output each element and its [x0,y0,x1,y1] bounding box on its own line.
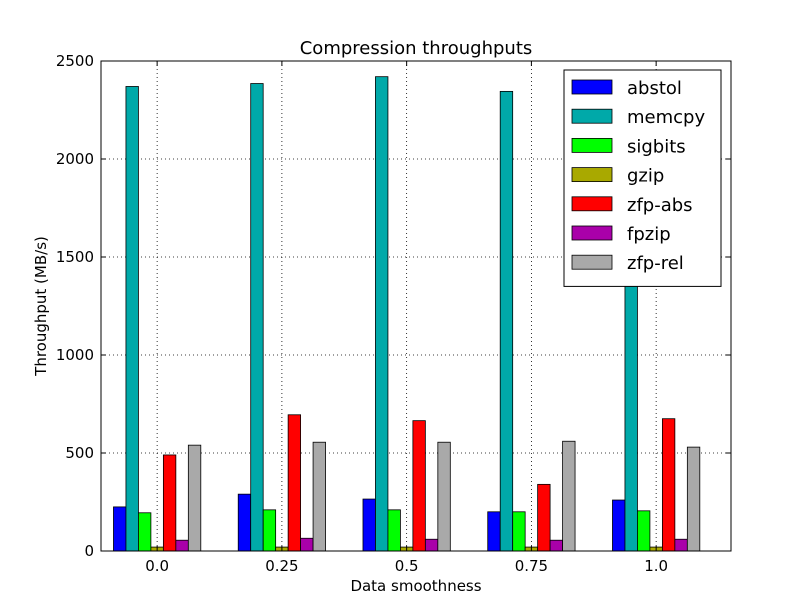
bar-memcpy-0.25 [250,83,264,552]
bar-zfp-rel-0.25 [312,441,326,552]
bar-sigbits-0.75 [512,511,526,552]
bar-zfp-rel-0.5 [437,441,451,552]
bar-abstol-0.5 [362,498,376,552]
x-tick-label: 0.25 [265,557,298,575]
bar-zfp-rel-0.0 [187,444,202,552]
bar-fpzip-1.0 [674,538,688,552]
bar-zfp-abs-0.25 [287,414,302,552]
chart-title: Compression throughputs [300,38,533,59]
bar-memcpy-0.5 [375,76,389,552]
legend-swatch-fpzip [571,225,613,241]
y-tick-label: 1000 [56,346,94,364]
legend-swatch-sigbits [571,137,613,153]
bar-zfp-rel-1.0 [686,446,701,552]
x-axis-label: Data smoothness [350,577,481,595]
x-tick-label: 0.5 [395,557,419,575]
legend-label-sigbits: sigbits [627,136,686,157]
bar-memcpy-0.75 [499,90,514,552]
legend-swatch-gzip [571,167,613,183]
legend-swatch-abstol [571,79,613,95]
legend: abstol memcpy sigbits gzip zfp-abs fpzip zfp-r… [563,69,722,287]
legend-label-abstol: abstol [627,78,682,99]
bar-zfp-rel-0.75 [562,440,576,552]
bar-zfp-abs-0.75 [537,483,551,552]
bar-fpzip-0.0 [175,539,189,552]
y-tick-label: 500 [65,444,94,462]
legend-label-fpzip: fpzip [627,224,671,245]
bar-fpzip-0.75 [549,539,563,552]
y-tick-label: 2000 [56,150,94,168]
bar-sigbits-1.0 [637,510,651,552]
bar-fpzip-0.5 [424,538,439,552]
legend-swatch-zfp-rel [571,254,613,270]
plot-area-frame [100,60,732,552]
bar-zfp-abs-0.0 [162,454,177,552]
bar-zfp-abs-1.0 [661,418,676,552]
y-tick-label: 1500 [56,248,94,266]
y-axis-label: Throughput (MB/s) [32,236,50,377]
legend-swatch-zfp-abs [571,196,613,212]
legend-label-zfp-rel: zfp-rel [627,253,684,274]
axis-ticks: 0 500 1000 1500 2000 2500 0.0 0.25 0.5 0.75 1.0 [56,52,731,575]
legend-label-memcpy: memcpy [627,107,705,128]
bar-abstol-1.0 [612,499,626,552]
x-tick-label: 0.75 [515,557,548,575]
bar-memcpy-1.0 [624,252,638,552]
legend-swatch-memcpy [571,108,613,124]
y-tick-label: 2500 [56,52,94,70]
bar-sigbits-0.25 [262,509,277,552]
y-tick-label: 0 [84,542,94,560]
x-tick-label: 1.0 [644,557,668,575]
bar-fpzip-0.25 [300,537,314,552]
bar-sigbits-0.5 [387,509,401,552]
bar-abstol-0.0 [113,506,127,552]
legend-label-gzip: gzip [627,166,664,187]
bar-abstol-0.75 [487,511,501,552]
legend-label-zfp-abs: zfp-abs [627,195,693,216]
bar-memcpy-0.0 [125,86,139,552]
bar-abstol-0.25 [237,493,252,552]
bar-sigbits-0.0 [138,512,152,552]
bar-zfp-abs-0.5 [412,420,426,552]
x-tick-label: 0.0 [145,557,169,575]
